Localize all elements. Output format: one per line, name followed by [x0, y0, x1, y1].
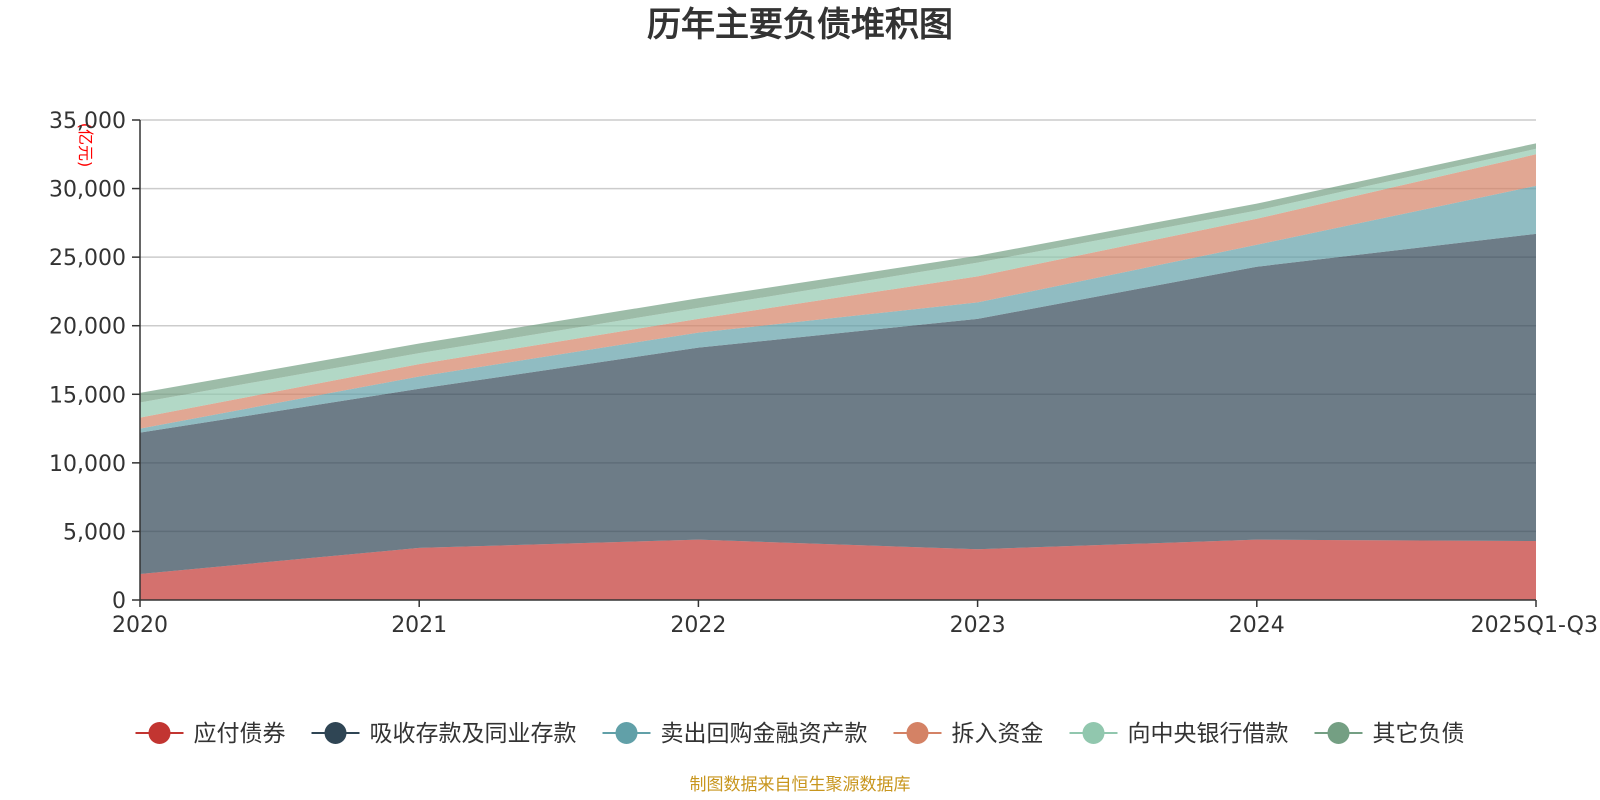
- x-axis-ticks: 2020 2021 2022 2023 2024 2025Q1-Q3: [112, 600, 1598, 638]
- legend-label: 应付债券: [194, 721, 286, 747]
- y-tick-label: 20,000: [49, 315, 126, 340]
- y-tick-label: 5,000: [63, 520, 126, 545]
- area-series-5: [140, 148, 1536, 418]
- area-series-4: [140, 154, 1536, 429]
- y-tick-label: 35,000: [49, 109, 126, 134]
- area-series-group: [140, 143, 1536, 600]
- legend-item-5: 向中央银行借款: [1069, 721, 1289, 747]
- legend-marker: [1327, 722, 1350, 744]
- legend-marker: [615, 722, 638, 744]
- legend-item-4: 拆入资金: [893, 721, 1044, 747]
- y-tick-label: 25,000: [49, 246, 126, 271]
- x-tick-label: 2024: [1229, 613, 1285, 638]
- x-tick-label: 2022: [670, 613, 726, 638]
- area-series-3: [140, 185, 1536, 433]
- y-tick-label: 15,000: [49, 383, 126, 408]
- legend: 应付债券 吸收存款及同业存款 卖出回购金融资产款 拆入资金 向中央银行借款 其它负债: [135, 721, 1465, 747]
- legend-item-1: 应付债券: [135, 721, 286, 747]
- legend-marker: [148, 722, 171, 744]
- legend-item-2: 吸收存款及同业存款: [311, 721, 577, 747]
- source-note: 制图数据来自恒生聚源数据库: [690, 775, 911, 795]
- area-series-2: [140, 233, 1536, 574]
- legend-label: 拆入资金: [952, 721, 1044, 747]
- area-series-1: [140, 539, 1536, 600]
- legend-label: 卖出回购金融资产款: [661, 721, 868, 747]
- y-tick-label: 0: [112, 589, 126, 614]
- legend-marker: [906, 722, 929, 744]
- axes: [139, 120, 1536, 601]
- x-tick-label: 2023: [950, 613, 1006, 638]
- chart-title: 历年主要负债堆积图: [647, 5, 953, 45]
- y-axis-unit: (亿元): [76, 123, 95, 168]
- legend-marker: [324, 722, 347, 744]
- legend-label: 其它负债: [1373, 721, 1465, 747]
- y-axis-ticks: 0 5,000 10,000 15,000 20,000 25,000 30,000 35,0…: [49, 109, 140, 614]
- legend-label: 向中央银行借款: [1128, 721, 1289, 747]
- x-tick-label: 2025Q1-Q3: [1471, 613, 1598, 638]
- legend-item-6: 其它负债: [1314, 721, 1465, 747]
- legend-item-3: 卖出回购金融资产款: [602, 721, 868, 747]
- x-tick-label: 2021: [391, 613, 447, 638]
- x-tick-label: 2020: [112, 613, 168, 638]
- y-tick-label: 30,000: [49, 178, 126, 203]
- legend-label: 吸收存款及同业存款: [370, 721, 577, 747]
- area-series-6: [140, 143, 1536, 403]
- y-tick-label: 10,000: [49, 452, 126, 477]
- legend-marker: [1082, 722, 1105, 744]
